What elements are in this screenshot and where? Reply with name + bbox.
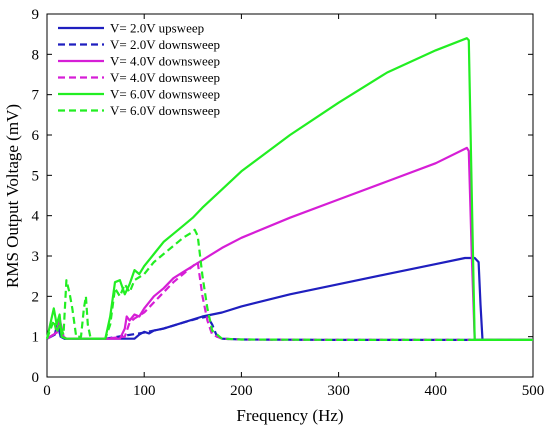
legend-entry-label: V= 4.0V downsweep <box>110 70 220 85</box>
x-tick-label: 100 <box>133 383 156 399</box>
legend-entry-label: V= 4.0V downsweep <box>110 54 220 69</box>
x-tick-label: 500 <box>522 383 545 399</box>
series-line-5 <box>45 228 533 341</box>
y-tick-label: 3 <box>32 249 40 265</box>
legend-entry-label: V= 6.0V downsweep <box>110 87 220 102</box>
y-axis-label: RMS Output Voltage (mV) <box>3 104 22 288</box>
x-tick-label: 400 <box>425 383 448 399</box>
y-tick-label: 4 <box>32 209 40 225</box>
y-tick-label: 1 <box>32 330 40 346</box>
ticks-layer: 0 100 200 300 400 500 0 1 2 3 4 5 6 7 8 9 <box>32 7 545 399</box>
legend-entry-label: V= 2.0V downsweep <box>110 37 220 52</box>
y-tick-label: 6 <box>32 128 40 144</box>
legend-entry-label: V= 2.0V upsweep <box>110 21 204 36</box>
x-tick-label: 200 <box>230 383 253 399</box>
series-line-1 <box>46 315 533 341</box>
series-line-3 <box>46 261 533 341</box>
y-tick-label: 5 <box>32 168 40 184</box>
x-tick-label: 0 <box>43 383 51 399</box>
x-tick-label: 300 <box>327 383 350 399</box>
y-tick-label: 0 <box>32 370 40 386</box>
y-tick-label: 9 <box>32 7 40 23</box>
y-tick-label: 2 <box>32 289 40 305</box>
y-tick-label: 7 <box>32 88 40 104</box>
legend-entry-label: V= 6.0V downsweep <box>110 103 220 118</box>
x-axis-label: Frequency (Hz) <box>236 406 343 425</box>
y-tick-label: 8 <box>32 47 40 63</box>
series-layer <box>45 37 533 341</box>
series-line-4 <box>45 37 533 341</box>
